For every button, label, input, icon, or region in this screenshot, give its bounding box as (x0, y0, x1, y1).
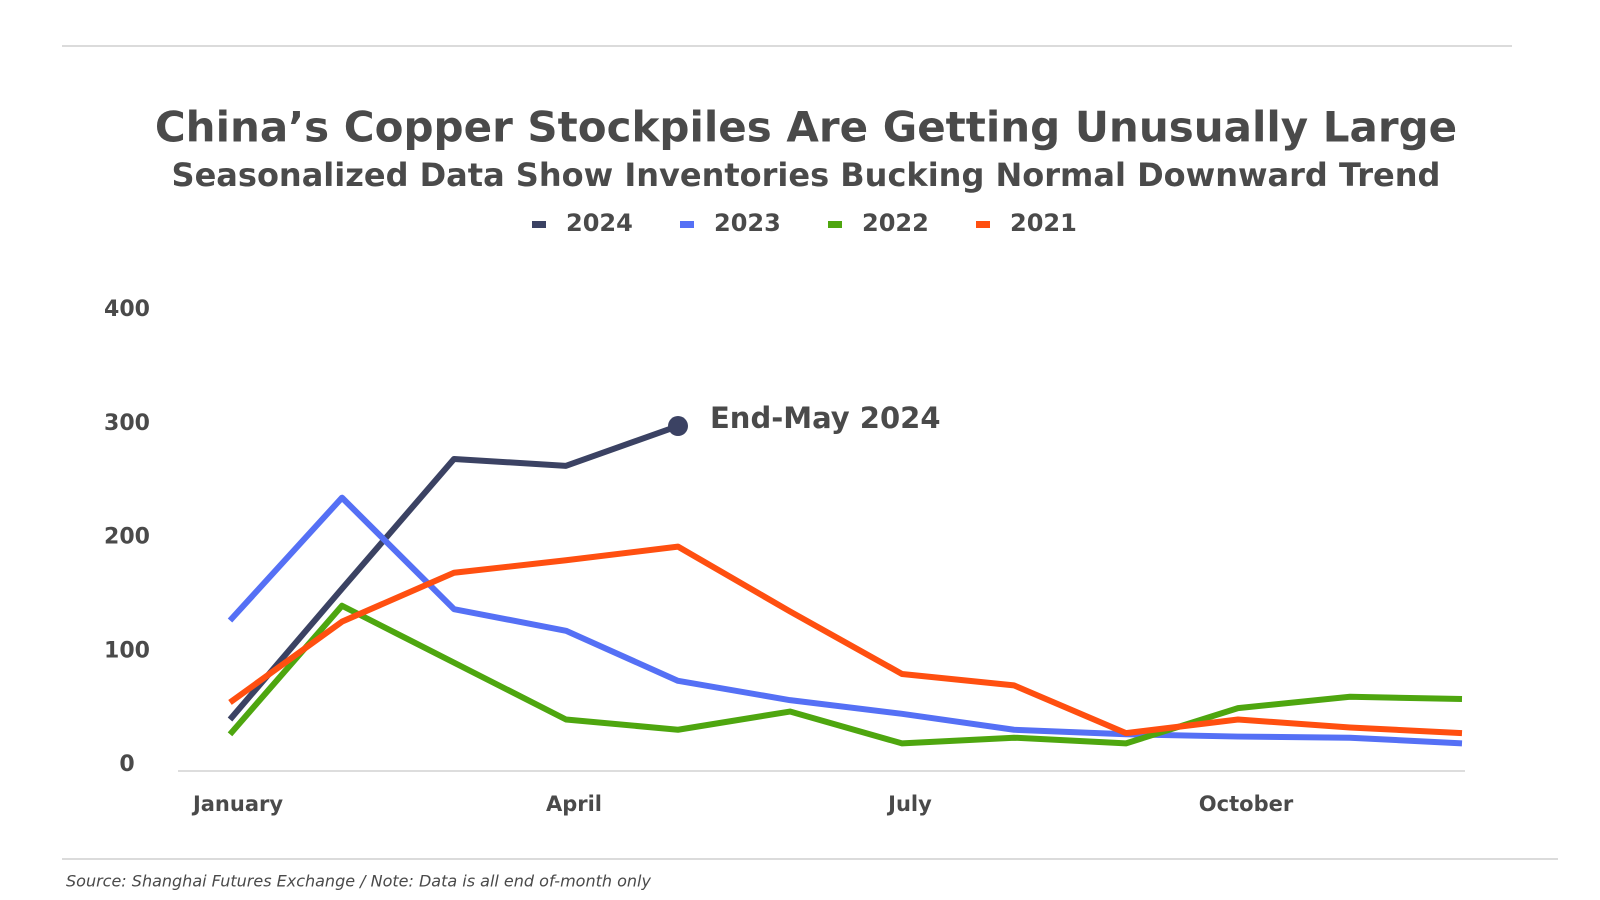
y-tick-label: 0 (119, 752, 134, 777)
y-tick-label: 400 (104, 297, 150, 322)
y-tick-label: 200 (104, 525, 150, 550)
series-line (227, 602, 1463, 747)
chart-title: China’s Copper Stockpiles Are Getting Un… (155, 103, 1457, 152)
legend-label: 2023 (714, 209, 781, 237)
x-tick-label: July (886, 792, 932, 816)
legend-swatch (976, 221, 990, 228)
series-line (227, 423, 680, 722)
chart-subtitle: Seasonalized Data Show Inventories Bucki… (172, 156, 1441, 194)
x-tick-label: April (546, 792, 602, 816)
legend-label: 2021 (1010, 209, 1077, 237)
legend-swatch (680, 221, 694, 228)
x-tick-label: October (1199, 792, 1294, 816)
end-marker (668, 416, 688, 437)
y-tick-label: 300 (104, 411, 150, 436)
y-tick-label: 100 (104, 638, 150, 663)
annotation: End-May 2024 (710, 401, 941, 435)
legend-label: 2024 (566, 209, 633, 237)
legend-label: 2022 (862, 209, 929, 237)
legend-swatch (828, 221, 842, 228)
series-line (227, 494, 1463, 747)
legend-swatch (532, 221, 546, 228)
series-line (228, 543, 1463, 737)
x-tick-label: January (191, 792, 283, 816)
source-note: Source: Shanghai Futures Exchange / Note… (66, 872, 651, 891)
